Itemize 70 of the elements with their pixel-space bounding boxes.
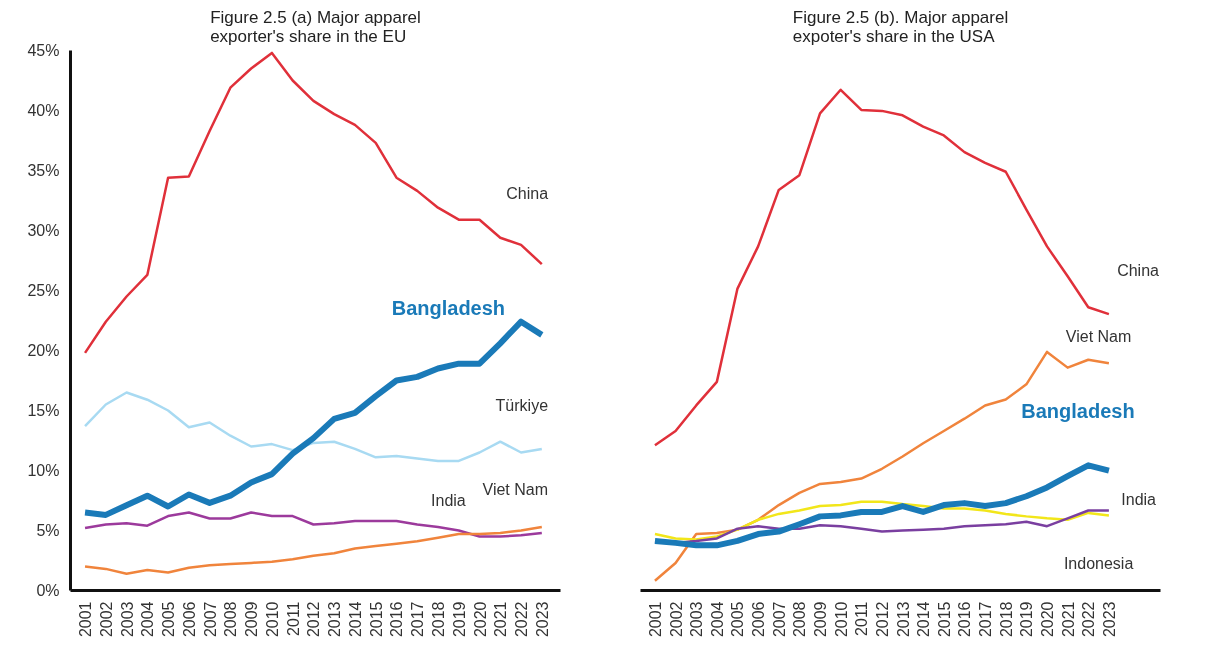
y-tick-label: 30% xyxy=(27,222,60,239)
text: Bangladesh xyxy=(1021,400,1135,423)
x-tick-label: 2001 xyxy=(77,601,95,638)
x-tick-label: 2012 xyxy=(873,601,891,638)
x-tick-label: 2018 xyxy=(997,601,1015,638)
x-tick-label: 2007 xyxy=(770,601,788,638)
text: Indonesia xyxy=(1063,555,1134,573)
x-tick-label: 2007 xyxy=(201,601,219,638)
x-tick-label: 2003 xyxy=(688,601,706,638)
y-tick-label: 45% xyxy=(27,42,60,59)
x-tick-label: 2021 xyxy=(1059,601,1077,638)
x-tick-label: 2023 xyxy=(533,601,551,638)
x-tick-label: 2011 xyxy=(853,601,871,636)
x-tick-label: 2010 xyxy=(832,601,850,638)
series-label: India xyxy=(1121,491,1157,509)
y-tick-label: 5% xyxy=(36,522,60,539)
x-tick-label: 2019 xyxy=(1018,601,1036,638)
line-series xyxy=(83,525,544,575)
text: China xyxy=(1117,262,1160,280)
x-tick-label: 2013 xyxy=(326,601,344,638)
x-tick-label: 2013 xyxy=(894,601,912,638)
x-tick-label: 2006 xyxy=(180,601,198,638)
x-tick-label: 2004 xyxy=(708,601,726,638)
y-tick-label: 15% xyxy=(27,402,60,419)
x-tick-label: 2016 xyxy=(956,601,974,638)
x-tick-label: 2022 xyxy=(513,601,531,638)
x-tick-label: 2014 xyxy=(915,601,933,638)
x-tick-label: 2021 xyxy=(492,601,510,638)
x-tick-label: 2012 xyxy=(305,601,323,638)
series-label: Viet Nam xyxy=(482,480,549,498)
y-tick-label: 10% xyxy=(27,462,60,479)
x-tick-label: 2008 xyxy=(791,601,809,638)
series-label: India xyxy=(431,492,466,509)
x-tick-label: 2002 xyxy=(97,601,115,638)
y-tick-label: 20% xyxy=(27,342,60,359)
series-label: Türkiye xyxy=(495,397,549,415)
y-tick-label: 35% xyxy=(27,162,60,179)
y-tick-label: 25% xyxy=(27,282,60,299)
x-tick-label: 2008 xyxy=(222,601,240,638)
chart-title: Figure 2.5 (a) Major apparel exporter's share in the EU xyxy=(210,7,421,46)
x-tick-label: 2004 xyxy=(139,601,157,638)
series-label: China xyxy=(506,185,549,203)
x-tick-label: 2006 xyxy=(750,601,768,638)
x-tick-label: 2018 xyxy=(430,601,447,638)
line-series xyxy=(83,511,544,538)
x-tick-label: 2002 xyxy=(667,601,685,638)
x-tick-label: 2023 xyxy=(1100,601,1118,638)
x-tick-label: 2022 xyxy=(1080,601,1098,638)
x-tick-label: 2020 xyxy=(471,601,489,638)
y-tick-label: 40% xyxy=(27,102,60,119)
x-tick-label: 2011 xyxy=(284,601,302,636)
x-tick-label: 2020 xyxy=(1039,601,1057,638)
chart-title: Figure 2.5 (b). Major apparel expoter's share in the USA xyxy=(792,7,1009,46)
x-tick-label: 2017 xyxy=(409,601,427,638)
x-tick-label: 2005 xyxy=(729,601,747,638)
x-tick-label: 2010 xyxy=(263,601,281,638)
x-tick-label: 2003 xyxy=(118,601,136,638)
x-tick-label: 2005 xyxy=(160,601,178,638)
x-tick-label: 2009 xyxy=(243,601,261,638)
x-tick-label: 2015 xyxy=(367,601,385,638)
series-label: Viet Nam xyxy=(1065,327,1132,345)
y-tick-label: 0% xyxy=(36,582,60,599)
series-label: Bangladesh xyxy=(391,296,506,319)
x-tick-label: 2016 xyxy=(388,601,406,638)
x-tick-label: 2009 xyxy=(812,601,830,638)
x-tick-label: 2019 xyxy=(450,601,468,638)
x-tick-label: 2017 xyxy=(977,601,995,638)
x-tick-label: 2015 xyxy=(935,601,953,638)
x-tick-label: 2014 xyxy=(346,601,364,638)
x-tick-label: 2001 xyxy=(646,601,664,638)
